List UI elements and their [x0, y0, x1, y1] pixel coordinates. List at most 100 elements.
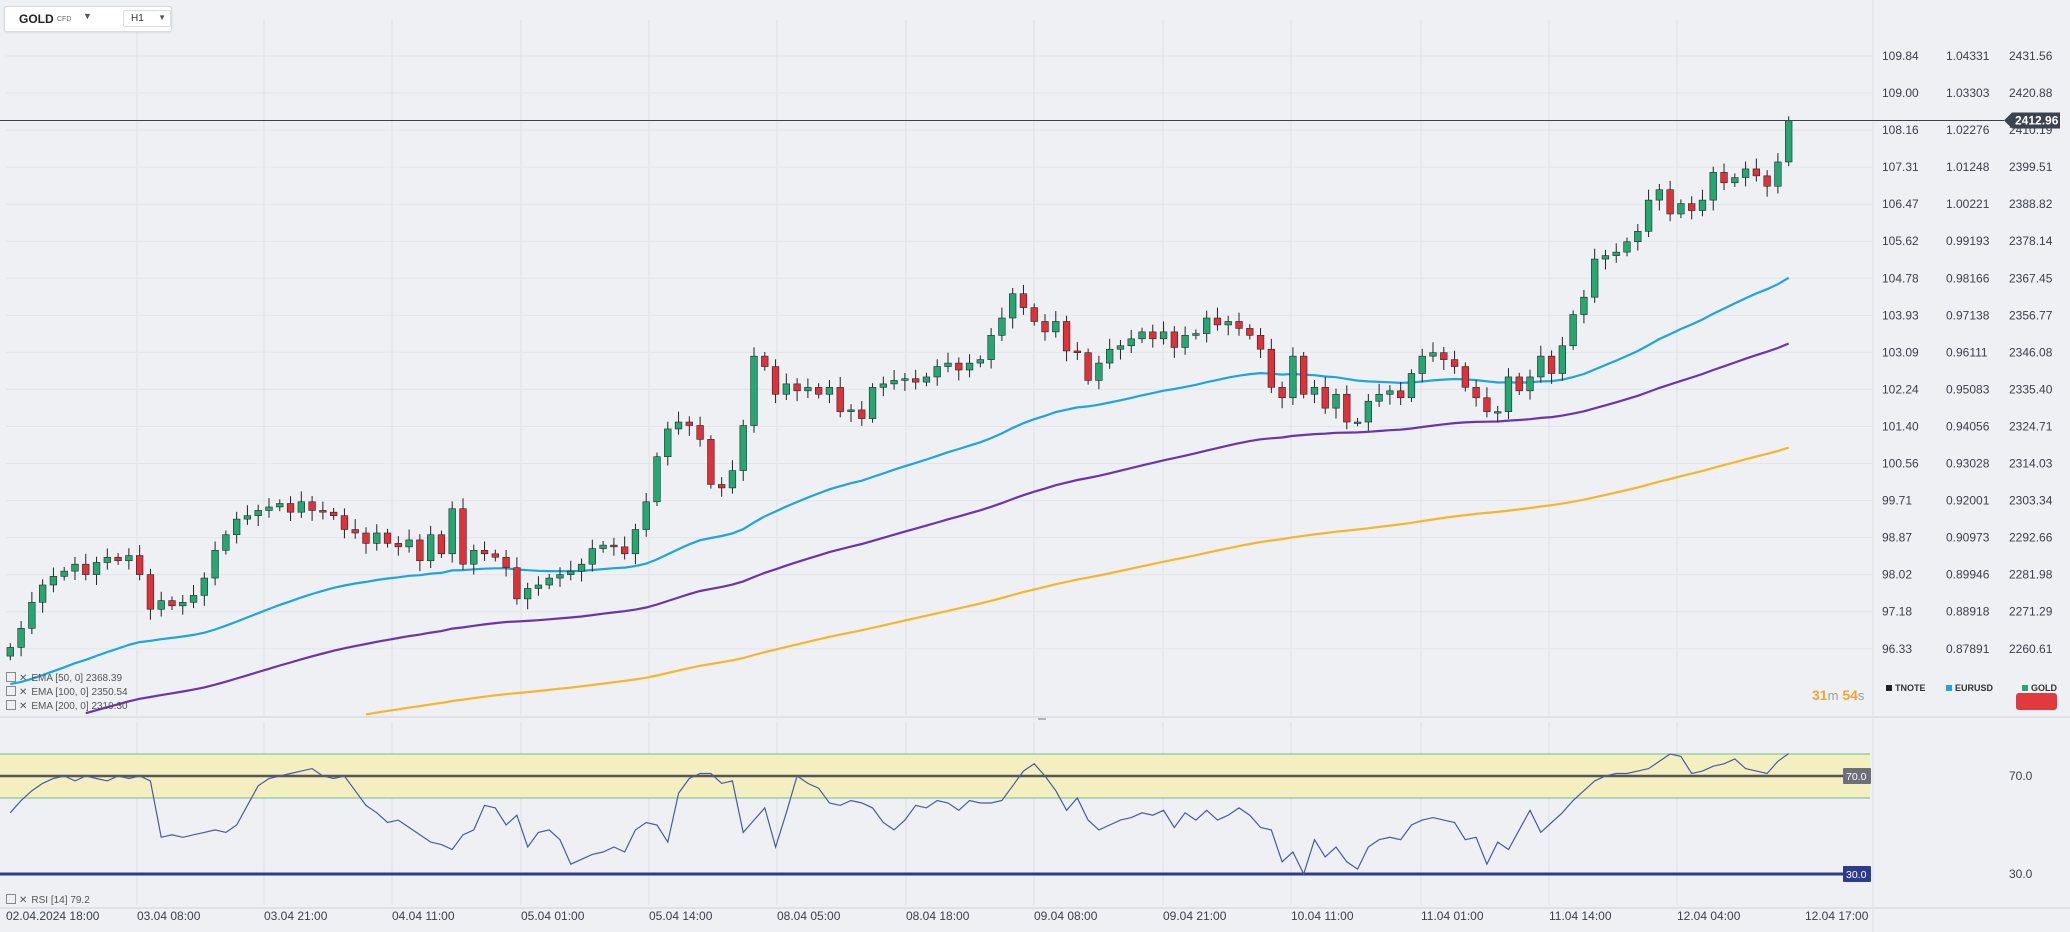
candle: [631, 523, 640, 565]
ema50-value: 2368.39: [85, 673, 123, 684]
ema100-value: 2350.54: [91, 687, 128, 698]
rsi-axis-label: 70.0: [2009, 769, 2033, 783]
candle: [470, 544, 478, 575]
candle: [1062, 315, 1071, 362]
candle: [1364, 393, 1372, 431]
candle-body: [1181, 335, 1189, 348]
candle-body: [286, 503, 295, 513]
compare-tnote[interactable]: TNOTE: [1886, 683, 1926, 693]
candle: [1569, 310, 1577, 350]
price-tick-label: 2356.77: [2009, 308, 2053, 322]
candle-body: [642, 501, 650, 530]
candle-body: [1332, 393, 1340, 409]
candle: [1019, 284, 1028, 315]
ema100-line: [85, 342, 1790, 715]
candle: [858, 401, 866, 426]
tnote-tick-label: 101.40: [1882, 420, 1919, 434]
candle: [1181, 326, 1189, 355]
candle-body: [987, 335, 995, 360]
candle-body: [1688, 203, 1696, 211]
candle: [1526, 369, 1534, 400]
candle: [103, 548, 111, 570]
axes: 02.04.2024 18:00 03.04 08:00 03.04 21:00 04…: [6, 49, 2053, 923]
symbol-dropdown-icon[interactable]: ▼: [83, 11, 92, 21]
candle: [879, 376, 887, 397]
remove-icon[interactable]: ✕: [19, 687, 28, 698]
candle: [1310, 380, 1319, 404]
time-tick-label: 02.04.2024 18:00: [6, 909, 100, 923]
candle: [728, 460, 737, 494]
candle-body: [944, 362, 952, 367]
candle: [1149, 324, 1157, 348]
candle: [1353, 417, 1362, 427]
candle: [459, 498, 467, 570]
candle: [1052, 311, 1060, 338]
candle: [577, 558, 586, 582]
settings-icon[interactable]: [6, 672, 16, 682]
price-tick-label: 2271.29: [2009, 605, 2053, 619]
time-tick-label: 11.04 01:00: [1421, 909, 1484, 923]
rsi-path: [9, 753, 1790, 876]
candle-body: [1213, 317, 1222, 326]
compare-eurusd[interactable]: EURUSD: [1946, 683, 1993, 693]
candle-body: [1116, 345, 1125, 350]
ema100-path: [85, 342, 1790, 715]
time-tick-label: 03.04 08:00: [137, 909, 201, 923]
candle-body: [330, 511, 338, 516]
tnote-tick-label: 109.84: [1882, 49, 1919, 63]
candle-body: [1472, 387, 1480, 399]
remove-icon[interactable]: ✕: [19, 895, 28, 906]
gold-price-pill[interactable]: [2016, 693, 2057, 710]
candle-body: [1073, 350, 1081, 353]
tnote-tick-label: 103.09: [1882, 345, 1919, 359]
candle-body: [610, 544, 618, 548]
candle-body: [815, 387, 823, 395]
candle: [524, 582, 532, 610]
tnote-tick-label: 105.62: [1882, 234, 1919, 248]
eurusd-tick-label: 1.03303: [1946, 86, 1990, 100]
candle: [588, 539, 596, 572]
timeframe-selector[interactable]: H1 ▼: [123, 10, 171, 27]
candle: [340, 508, 349, 539]
candle: [965, 354, 974, 378]
candle-body: [761, 355, 769, 367]
candle: [976, 355, 984, 368]
candle: [179, 595, 187, 615]
eurusd-tick-label: 0.88918: [1946, 605, 1990, 619]
time-tick-label: 12.04 04:00: [1677, 909, 1741, 923]
candle-body: [1504, 376, 1513, 412]
candle-body: [1461, 366, 1469, 388]
settings-icon[interactable]: [6, 700, 16, 710]
price-tick-label: 2420.88: [2009, 86, 2053, 100]
settings-icon[interactable]: [6, 686, 16, 696]
ema50-line: [10, 276, 1790, 686]
candle-body: [599, 544, 607, 549]
compare-gold[interactable]: GOLD: [2022, 683, 2057, 693]
candle-body: [847, 409, 855, 412]
candle-body: [1030, 307, 1038, 322]
remove-icon[interactable]: ✕: [19, 701, 28, 712]
price-tick-label: 2378.14: [2009, 234, 2053, 248]
symbol-selector[interactable]: GOLD CFD ▼ H1 ▼: [4, 6, 172, 32]
candle-body: [524, 588, 532, 600]
timeframe-dropdown-icon[interactable]: ▼: [158, 13, 166, 22]
candle: [912, 369, 920, 390]
candle-body: [1095, 362, 1103, 381]
candle: [1073, 342, 1081, 360]
ema50-label: EMA [50, 0]: [31, 673, 84, 684]
settings-icon[interactable]: [6, 894, 16, 904]
candle: [836, 376, 844, 418]
time-tick-label: 10.04 11:00: [1291, 909, 1354, 923]
candle-body: [1041, 321, 1049, 333]
candle-body: [276, 503, 284, 508]
candle-body: [437, 534, 446, 555]
candle: [804, 378, 812, 399]
rsi-overbought-band: [0, 753, 1870, 876]
remove-icon[interactable]: ✕: [19, 673, 28, 684]
candle-body: [1698, 199, 1707, 211]
candle-body: [825, 387, 834, 395]
time-tick-label: 04.04 11:00: [392, 909, 455, 923]
eurusd-tick-label: 0.94056: [1946, 420, 1990, 434]
symbol-type: CFD: [57, 16, 72, 23]
